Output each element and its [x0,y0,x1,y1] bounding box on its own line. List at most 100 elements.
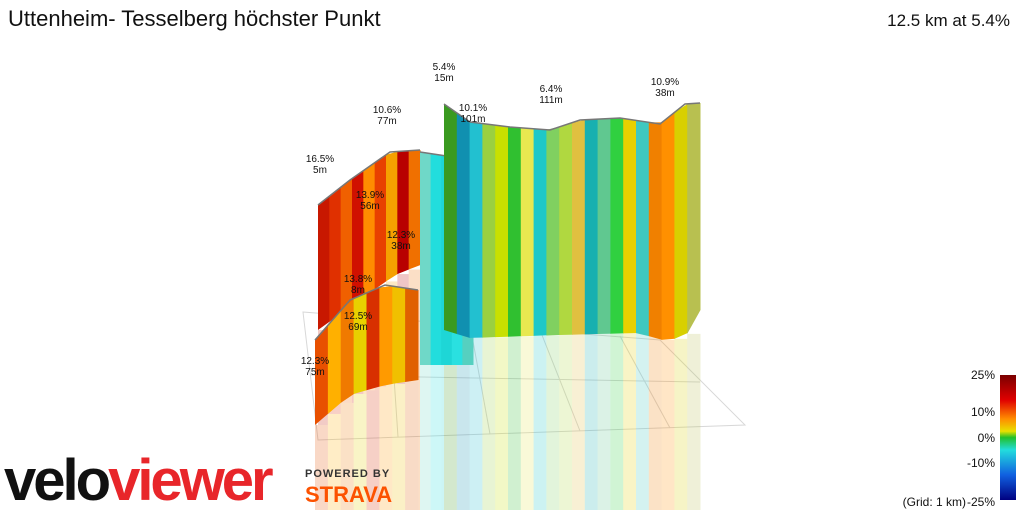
annotation-length: 38m [391,241,410,252]
annotation-grade: 13.8% [344,274,372,285]
reflection-stripe [559,335,573,510]
wall-stripe [405,288,419,382]
wall-stripe [520,127,535,337]
wall-stripe [318,195,330,330]
wall-stripe [687,103,701,334]
reflection-stripe [353,393,367,510]
annotation-length: 101m [460,114,485,125]
reflection-stripe [374,289,387,510]
wall-stripe [648,122,663,340]
wall-stripe [469,121,483,338]
legend: 25% 10% 0% -10% -25%(Grid: 1 km) [903,368,996,509]
reflection-stripe [482,337,496,510]
wall-stripe [674,103,688,339]
wall-stripe [482,123,496,338]
annotation-length: 69m [348,322,367,333]
reflection-stripe [363,297,376,510]
wall-stripe [340,298,355,403]
wall-edge [314,284,419,341]
legend-label: -10% [967,456,995,470]
annotation-grade: 5.4% [433,62,456,73]
legend-label: 25% [971,368,995,382]
wall-edge [317,149,421,206]
reflection-stripe [408,269,421,510]
annotation-length: 75m [305,367,324,378]
powered-by: POWERED BY [305,468,390,480]
reflection-stripe [352,305,364,510]
reflection-stripe [327,413,342,510]
reflection-stripe [533,335,547,510]
reflection-stripe [318,330,330,510]
annotation-grade: 10.6% [373,105,401,116]
annotation-grade: 10.1% [459,103,487,114]
reflection [315,269,701,510]
wall-stripe [495,125,509,338]
wall-stripe [444,104,458,335]
wall-stripe [623,118,637,334]
reflection-stripe [674,338,688,510]
annotation-length: 77m [377,116,396,127]
wall-stripe [533,128,547,336]
reflection-stripe [597,334,611,510]
annotation-length: 5m [313,165,327,176]
reflection-stripe [508,336,522,510]
annotations: 16.5%5m 10.6%77m 5.4%15m 10.1%101m 6.4%111m 1… [301,62,679,378]
reflection-stripe [430,365,442,510]
legend-label: 0% [978,431,996,445]
wall-stripe [559,122,573,336]
wall-stripe [327,310,342,414]
annotation-length: 56m [360,201,379,212]
reflection-stripe [366,390,380,510]
legend-gradient [1000,375,1016,500]
legend-label: 10% [971,405,995,419]
wall-edge [443,102,701,131]
summary: 12.5 km at 5.4% [887,11,1010,30]
wall-stripe [397,150,410,275]
reflection-stripe [329,321,342,510]
wall-stripe [353,292,367,394]
annotation-grade: 6.4% [540,84,563,95]
reflection-stripe [451,365,463,510]
wall-stripe [636,120,650,337]
wall-stripe [374,154,387,290]
annotation-grade: 12.5% [344,311,372,322]
wall-stripe [408,150,421,270]
reflection-stripe [572,334,586,510]
wall-stripe [430,153,442,365]
logo-suffix: viewer [108,448,273,512]
reflection-stripe [661,339,675,510]
wall-stripe [610,118,624,334]
reflection-stripe [495,337,509,510]
wall-stripe [352,170,364,306]
annotation-length: 8m [351,285,365,296]
wall-stripe [363,162,376,298]
annotation-length: 15m [434,73,453,84]
reflection-stripe [687,333,701,510]
reflection-stripe [392,383,406,510]
wall-stripe [379,286,393,387]
elevation-wall [314,102,701,425]
reflection-stripe [610,333,624,510]
reflection-stripe [397,274,410,510]
reflection-stripe [469,337,483,510]
reflection-stripe [636,333,650,510]
reflection-stripe [584,334,599,510]
reflection-stripe [340,402,355,510]
annotation-length: 111m [539,95,563,106]
wall-stripe [508,126,522,337]
annotation-grade: 12.3% [387,230,415,241]
reflection-stripe [420,365,432,510]
wall-stripe [386,151,398,282]
reflection-stripe [340,313,353,510]
wall-stripe [392,286,406,384]
wall-stripe [329,186,342,322]
annotation-grade: 10.9% [651,77,679,88]
annotation-length: 38m [655,88,674,99]
legend-label: -25% [967,495,995,509]
wall-stripe [456,112,471,338]
reflection-stripe [456,333,471,510]
annotation-grade: 12.3% [301,356,329,367]
wall-stripe [584,119,599,335]
annotation-grade: 13.9% [356,190,384,201]
